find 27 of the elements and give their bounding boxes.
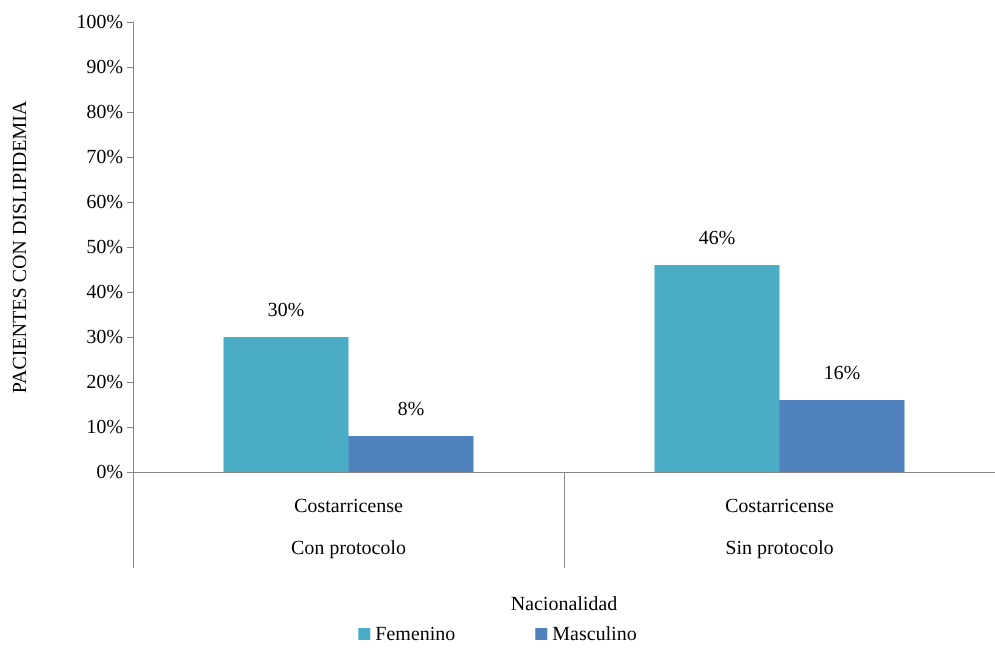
x-tick-label: Costarricense [725, 495, 834, 517]
bar [780, 400, 904, 472]
x-axis-title: Nacionalidad [510, 593, 618, 615]
y-tick-label: 60% [86, 191, 123, 213]
y-tick-label: 80% [86, 101, 123, 123]
y-axis-title: PACIENTES CON DISLIPIDEMIA [9, 100, 31, 394]
y-tick-label: 30% [86, 326, 123, 348]
y-tick-label: 50% [86, 236, 123, 258]
text: Sin protocolo [725, 537, 834, 559]
data-label: 16% [824, 362, 860, 384]
bar [224, 337, 348, 472]
text: Con protocolo [291, 537, 406, 559]
x-tick-label: Costarricense [294, 495, 404, 517]
legend-label: Femenino [375, 623, 456, 645]
y-tick-label: 70% [86, 146, 123, 168]
bar [348, 436, 474, 472]
data-label: 8% [398, 398, 424, 420]
data-label: 30% [268, 299, 304, 321]
y-tick-label: 0% [96, 461, 123, 483]
legend-label: Masculino [552, 623, 637, 645]
bar [654, 265, 780, 472]
y-tick-label: 40% [86, 281, 123, 303]
y-tick-label: 100% [76, 11, 123, 33]
y-tick-label: 90% [86, 56, 123, 78]
y-tick-label: 10% [86, 416, 123, 438]
data-label: 46% [698, 227, 736, 249]
y-tick-label: 20% [86, 371, 123, 393]
